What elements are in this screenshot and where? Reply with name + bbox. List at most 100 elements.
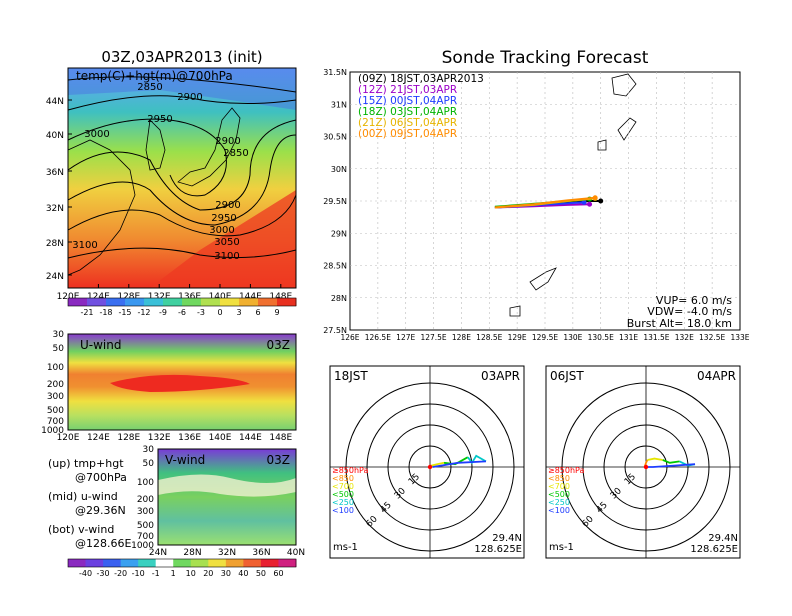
colorbar-swatch [163, 298, 183, 306]
vwind-p-tick: 30 [143, 445, 155, 455]
colorbar-swatch [68, 298, 88, 306]
colorbar-swatch [106, 298, 126, 306]
tracking-lon-tick: 129E [508, 333, 527, 342]
uwind-p-tick: 100 [47, 363, 64, 373]
tracking-lat-tick: 28N [331, 294, 347, 303]
hodo-right-lon: 128.625E [690, 544, 738, 555]
map-layer-label: temp(C)+hgt(m)@700hPa [76, 69, 233, 83]
tracking-series-endpoint [592, 195, 598, 201]
tracking-lat-tick: 29.5N [323, 197, 347, 206]
colorbar-swatch [190, 559, 209, 567]
contour-labels: 2850290029503000290028502900295030003050… [72, 82, 248, 262]
tracking-vdw: VDW= -4.0 m/s [647, 305, 732, 318]
coastline-korea [145, 119, 166, 171]
tracking-series [494, 195, 604, 209]
colorbar-label: 40 [238, 569, 248, 578]
hodo-left-unit: ms-1 [333, 542, 358, 553]
colorbar-label: 9 [274, 308, 279, 317]
colorbar-label: -1 [152, 569, 160, 578]
vwind-p-tick: 500 [137, 521, 154, 531]
vwind-field [158, 449, 296, 545]
colorbar-label: -9 [159, 308, 167, 317]
hodograph-origin [643, 464, 649, 470]
island-small [597, 139, 607, 151]
tracking-series-endpoint [581, 199, 587, 205]
colorbar-swatch [277, 298, 297, 306]
vwind-p-tick: 1000 [131, 541, 154, 551]
map-lon-tick: 128E [117, 292, 140, 302]
contour-label: 2950 [211, 213, 236, 224]
hodo-right-unit: ms-1 [549, 542, 574, 553]
map-lon-tick: 132E [148, 292, 171, 302]
map-axes: 44N 40N 36N 32N 28N 24N 120E 124E 128E 132E 136E 14… [46, 97, 293, 302]
uwind-lon-tick: 120E [57, 433, 80, 443]
colorbar-swatch [260, 559, 279, 567]
note-up: (up) tmp+hgt [48, 457, 124, 470]
height-contour [67, 95, 297, 111]
colorbar-label: -20 [114, 569, 127, 578]
colorbar-label: -30 [97, 569, 110, 578]
hodograph-trace [662, 459, 680, 464]
uwind-p-tick: 700 [47, 417, 64, 427]
uwind-p-tick: 1000 [41, 426, 64, 436]
colorbar-label: -3 [197, 308, 205, 317]
tracking-title: Sonde Tracking Forecast [442, 48, 649, 68]
map-lat-tick: 32N [46, 204, 64, 214]
map-title: 03Z,03APR2013 (init) [101, 48, 262, 66]
tracking-lat-tick: 28.5N [323, 262, 347, 271]
colorbar-label: 3 [236, 308, 241, 317]
vwind-p-tick: 300 [137, 507, 154, 517]
hodo-left-lat: 29.4N [492, 533, 522, 544]
uwind-label: U-wind [80, 338, 121, 352]
vwind-lat-tick: 36N [252, 548, 270, 558]
colorbar-label: -6 [178, 308, 186, 317]
hodograph-legend-entry: ≥850hPa [332, 466, 369, 475]
height-contour [67, 119, 297, 211]
uwind-lon-tick: 136E [178, 433, 201, 443]
island-south [509, 305, 521, 317]
colorbar-swatch [201, 298, 221, 306]
colorbar-label: -15 [118, 308, 131, 317]
colorbar-swatch [125, 298, 145, 306]
colorbar-swatch [243, 559, 262, 567]
tracking-lat-tick: 31.5N [323, 68, 347, 77]
uwind-p-tick: 50 [53, 344, 65, 354]
vwind-lat-tick: 40N [287, 548, 305, 558]
tracking-series-line [494, 196, 596, 209]
vwind-section [157, 448, 297, 546]
height-contour [67, 194, 297, 237]
hodograph-legend-entry: <850 [548, 474, 570, 483]
tracking-lon-tick: 129.5E [532, 333, 558, 342]
tracking-lon-tick: 128.5E [476, 333, 502, 342]
contour-label: 2900 [215, 136, 240, 147]
hodo-left-date: 03APR [481, 369, 520, 383]
tracking-lon-tick: 126E [340, 333, 359, 342]
colorbar-swatch [68, 559, 87, 567]
tracking-lon-tick: 131E [619, 333, 638, 342]
tracking-legend-entry: (21Z) 06JST,04APR [358, 117, 457, 129]
vwind-p-tick: 700 [137, 532, 154, 542]
tracking-lat-tick: 27.5N [323, 326, 347, 335]
uwind-lon-tick: 144E [239, 433, 262, 443]
map-lat-tick: 28N [46, 239, 64, 249]
colorbar-label: -10 [132, 569, 145, 578]
hodograph-frame [329, 365, 525, 559]
hodo-right-time: 06JST [550, 369, 584, 383]
contour-label: 3000 [209, 225, 234, 236]
vwind-lat-tick: 32N [218, 548, 236, 558]
tracking-lon-tick: 131.5E [643, 333, 669, 342]
hodo-left-lon: 128.625E [474, 544, 522, 555]
map-lon-tick: 140E [209, 292, 232, 302]
contour-label: 2900 [177, 92, 202, 103]
colorbar-swatch [103, 559, 122, 567]
uwind-jet-core [110, 374, 250, 392]
hodograph-origin [427, 464, 433, 470]
contour-label: 3100 [214, 251, 239, 262]
tracking-lon-tick: 126.5E [365, 333, 391, 342]
map-lon-tick: 120E [57, 292, 80, 302]
hodo-right-date: 04APR [697, 369, 736, 383]
